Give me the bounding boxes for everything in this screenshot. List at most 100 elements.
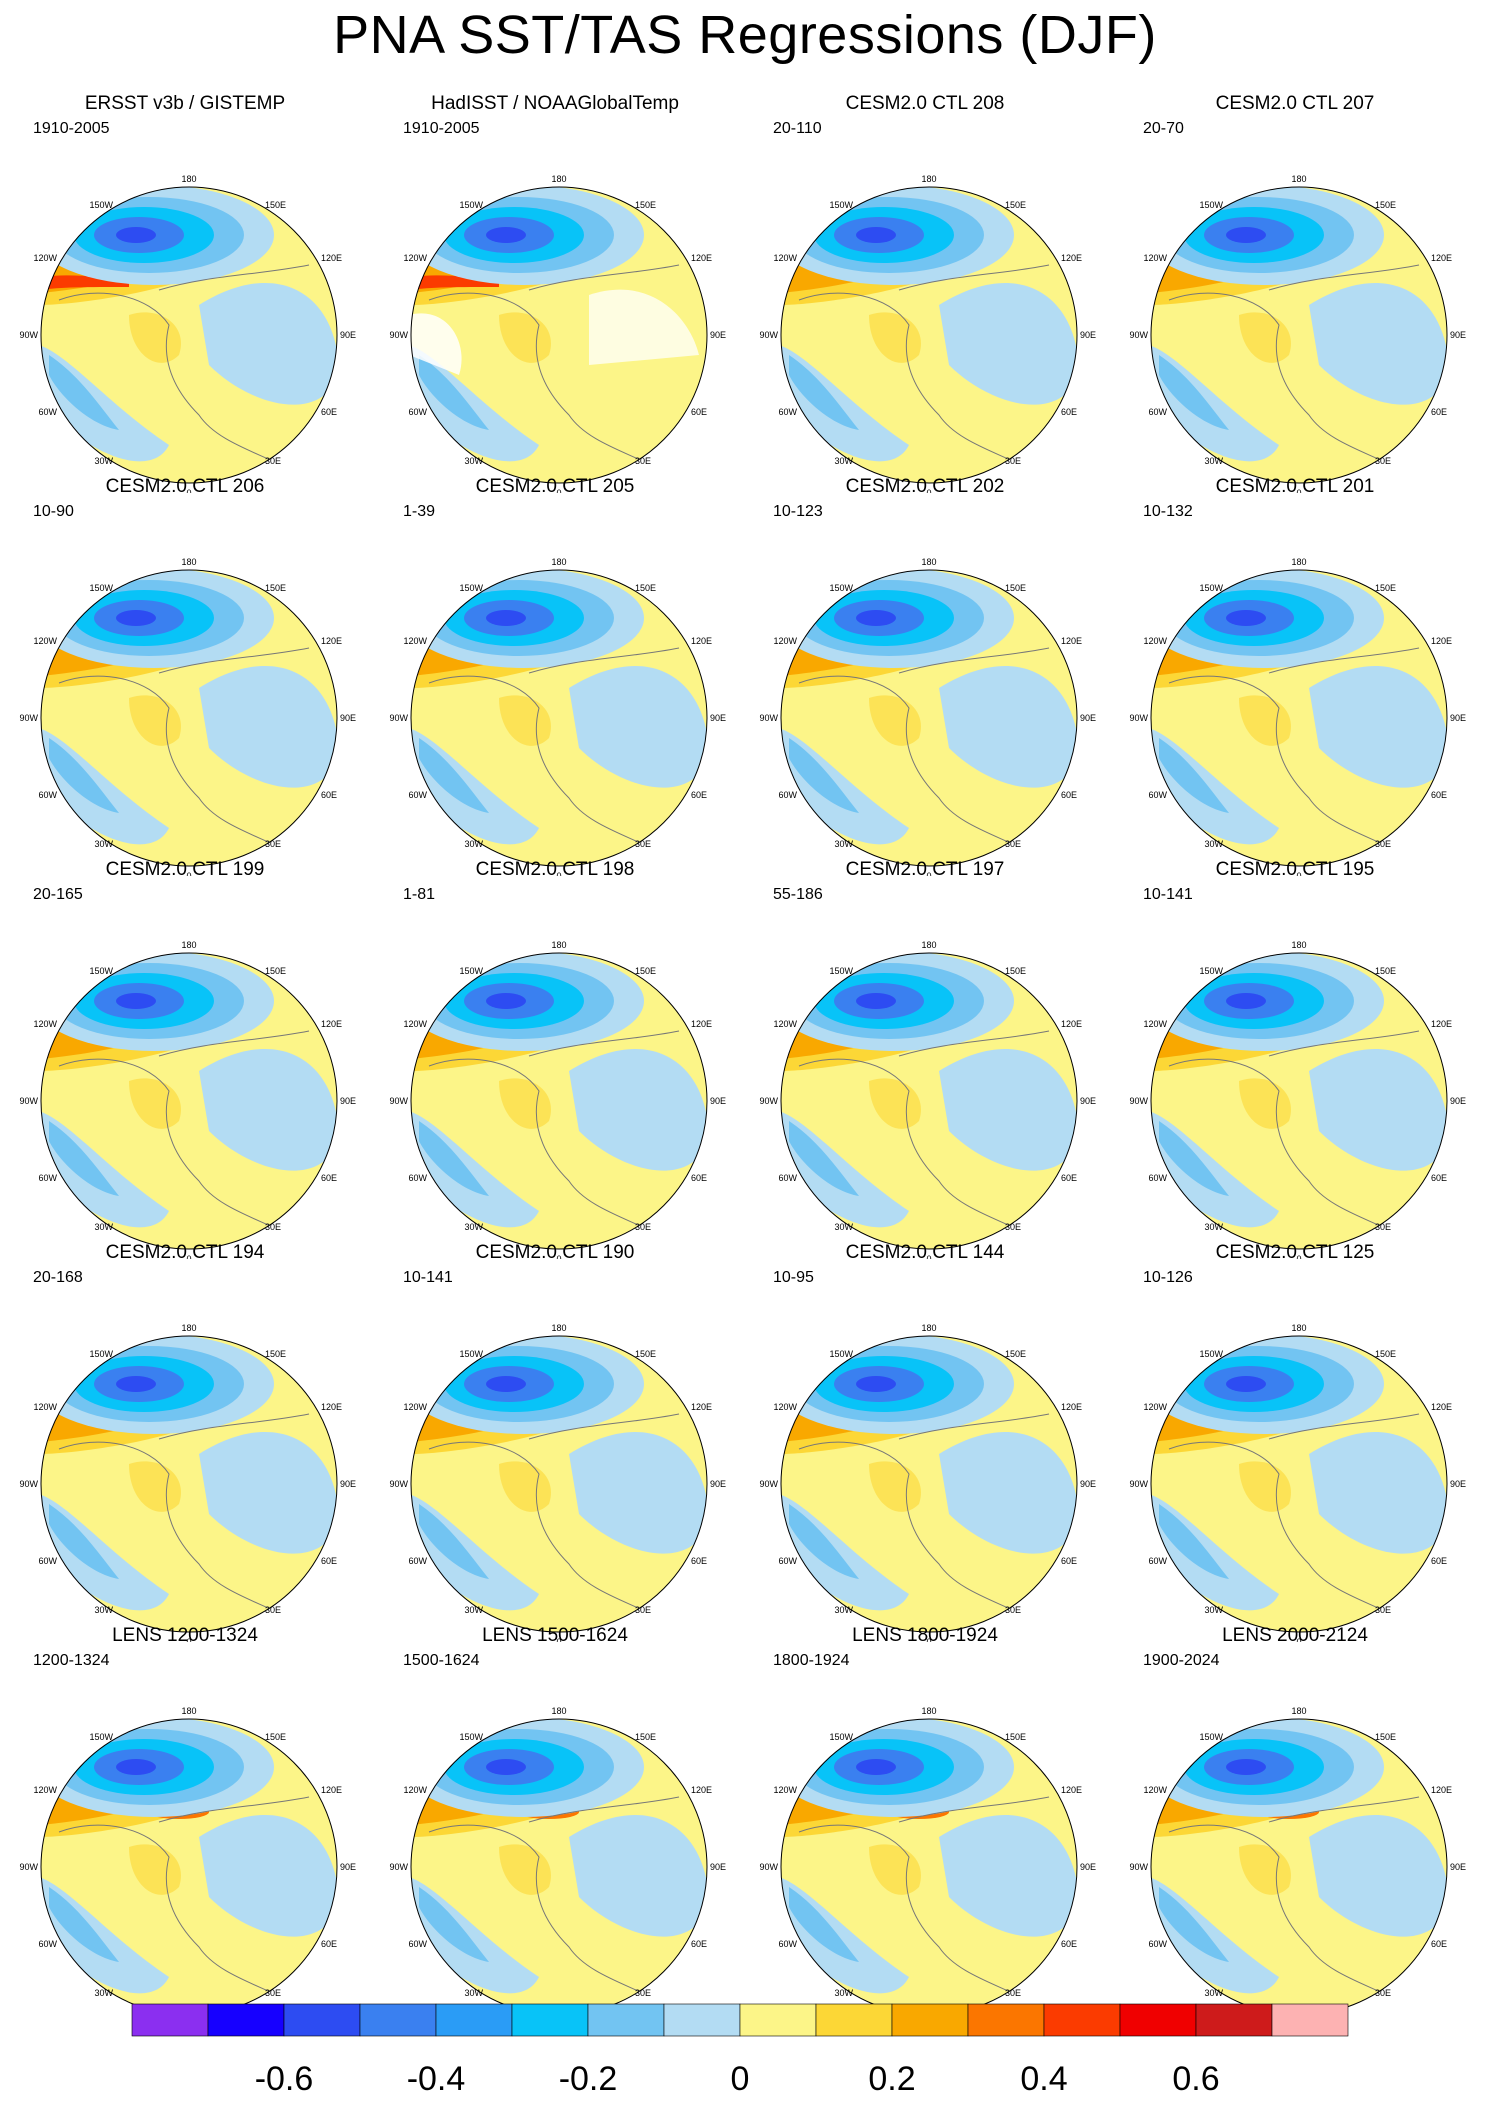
colorbar-swatch bbox=[207, 2003, 285, 2037]
longitude-label: 120W bbox=[33, 253, 57, 263]
longitude-label: 0 bbox=[1296, 1254, 1301, 1259]
longitude-label: 90E bbox=[1450, 330, 1466, 340]
longitude-label: 90W bbox=[19, 1479, 38, 1489]
longitude-label: 60W bbox=[1148, 790, 1167, 800]
colorbar-swatch bbox=[359, 2003, 437, 2037]
longitude-label: 30W bbox=[464, 1222, 483, 1232]
longitude-label: 30W bbox=[94, 1988, 113, 1998]
longitude-label: 0 bbox=[926, 488, 931, 493]
panel-period: 1-39 bbox=[403, 503, 436, 520]
longitude-label: 60E bbox=[1431, 790, 1447, 800]
longitude-label: 30W bbox=[834, 456, 853, 466]
longitude-label: 180 bbox=[551, 1323, 566, 1333]
longitude-label: 180 bbox=[1291, 1323, 1306, 1333]
regression-field bbox=[411, 1336, 707, 1632]
colorbar-swatch bbox=[663, 2003, 741, 2037]
longitude-label: 150W bbox=[829, 966, 853, 976]
longitude-label: 30W bbox=[464, 839, 483, 849]
longitude-label: 120E bbox=[1061, 253, 1082, 263]
longitude-label: 120E bbox=[1431, 1019, 1452, 1029]
colorbar-swatch bbox=[131, 2003, 209, 2037]
panel-title: CESM2.0 CTL 206 bbox=[105, 476, 265, 497]
longitude-label: 90E bbox=[710, 1096, 726, 1106]
panel-period: 1910-2005 bbox=[403, 120, 480, 137]
map-panel: 180 150E 120E 90E 60E 30E 0 30W 60W 90W 120W 150W CE… bbox=[370, 1242, 740, 1642]
longitude-label: 120E bbox=[691, 1785, 712, 1795]
longitude-label: 120W bbox=[1143, 1019, 1167, 1029]
longitude-label: 150W bbox=[89, 583, 113, 593]
longitude-label: 30E bbox=[265, 1605, 281, 1615]
panel-title: CESM2.0 CTL 202 bbox=[845, 476, 1005, 497]
longitude-label: 120W bbox=[403, 1019, 427, 1029]
panel-title: LENS 1200-1324 bbox=[112, 1625, 258, 1646]
colorbar-swatch bbox=[739, 2003, 817, 2037]
map-panel: 180 150E 120E 90E 60E 30E 0 30W 60W 90W 120W 150W CE… bbox=[1110, 93, 1480, 493]
longitude-label: 30E bbox=[1005, 456, 1021, 466]
map-boundary bbox=[40, 952, 338, 1250]
map-boundary bbox=[1150, 569, 1448, 867]
map-panel: 180 150E 120E 90E 60E 30E 0 30W 60W 90W 120W 150W CE… bbox=[0, 476, 370, 876]
panel-period: 1910-2005 bbox=[33, 120, 110, 137]
longitude-label: 120E bbox=[691, 253, 712, 263]
colorbar-swatch bbox=[1195, 2003, 1273, 2037]
panel-period: 10-123 bbox=[773, 503, 823, 520]
panel-title: CESM2.0 CTL 199 bbox=[105, 859, 265, 880]
regression-field bbox=[781, 1719, 1077, 2015]
regression-field bbox=[41, 1719, 337, 2015]
longitude-label: 150E bbox=[265, 583, 286, 593]
longitude-label: 90E bbox=[1450, 713, 1466, 723]
longitude-label: 60E bbox=[691, 1173, 707, 1183]
longitude-label: 90E bbox=[1450, 1479, 1466, 1489]
longitude-label: 90W bbox=[759, 713, 778, 723]
longitude-label: 180 bbox=[181, 1323, 196, 1333]
longitude-label: 150E bbox=[1375, 1732, 1396, 1742]
longitude-label: 30E bbox=[265, 456, 281, 466]
longitude-label: 120W bbox=[773, 636, 797, 646]
longitude-label: 150W bbox=[1199, 200, 1223, 210]
longitude-label: 0 bbox=[926, 871, 931, 876]
longitude-label: 90W bbox=[389, 1096, 408, 1106]
longitude-label: 150E bbox=[1005, 1732, 1026, 1742]
map-boundary bbox=[1150, 1335, 1448, 1633]
panel-title: CESM2.0 CTL 125 bbox=[1215, 1242, 1375, 1263]
longitude-label: 150E bbox=[1375, 200, 1396, 210]
panel-period: 1200-1324 bbox=[33, 1652, 110, 1669]
longitude-label: 0 bbox=[556, 488, 561, 493]
panel-title: CESM2.0 CTL 190 bbox=[475, 1242, 635, 1263]
longitude-label: 120W bbox=[403, 1785, 427, 1795]
longitude-label: 120W bbox=[1143, 1402, 1167, 1412]
longitude-label: 90E bbox=[1080, 330, 1096, 340]
longitude-label: 60E bbox=[1061, 1939, 1077, 1949]
longitude-label: 30W bbox=[1204, 1222, 1223, 1232]
longitude-label: 120E bbox=[1431, 1402, 1452, 1412]
longitude-label: 150E bbox=[635, 1349, 656, 1359]
longitude-label: 30E bbox=[1005, 1605, 1021, 1615]
longitude-label: 60W bbox=[408, 1939, 427, 1949]
longitude-label: 90E bbox=[1450, 1862, 1466, 1872]
longitude-label: 90W bbox=[389, 1479, 408, 1489]
longitude-label: 0 bbox=[556, 1254, 561, 1259]
longitude-label: 120E bbox=[691, 636, 712, 646]
longitude-label: 90W bbox=[1129, 1862, 1148, 1872]
longitude-label: 150W bbox=[459, 1732, 483, 1742]
longitude-label: 150W bbox=[89, 966, 113, 976]
longitude-label: 60W bbox=[778, 407, 797, 417]
longitude-label: 120E bbox=[1431, 253, 1452, 263]
longitude-label: 90W bbox=[19, 330, 38, 340]
longitude-label: 150W bbox=[459, 966, 483, 976]
longitude-label: 120W bbox=[773, 1785, 797, 1795]
longitude-label: 30E bbox=[1005, 839, 1021, 849]
longitude-label: 60W bbox=[38, 1556, 57, 1566]
regression-field bbox=[781, 1336, 1077, 1632]
longitude-label: 150W bbox=[829, 200, 853, 210]
longitude-label: 60E bbox=[691, 407, 707, 417]
longitude-label: 0 bbox=[926, 1254, 931, 1259]
longitude-label: 60W bbox=[408, 407, 427, 417]
longitude-label: 90W bbox=[389, 713, 408, 723]
map-panel: 180 150E 120E 90E 60E 30E 0 30W 60W 90W 120W 150W CE… bbox=[740, 476, 1110, 876]
